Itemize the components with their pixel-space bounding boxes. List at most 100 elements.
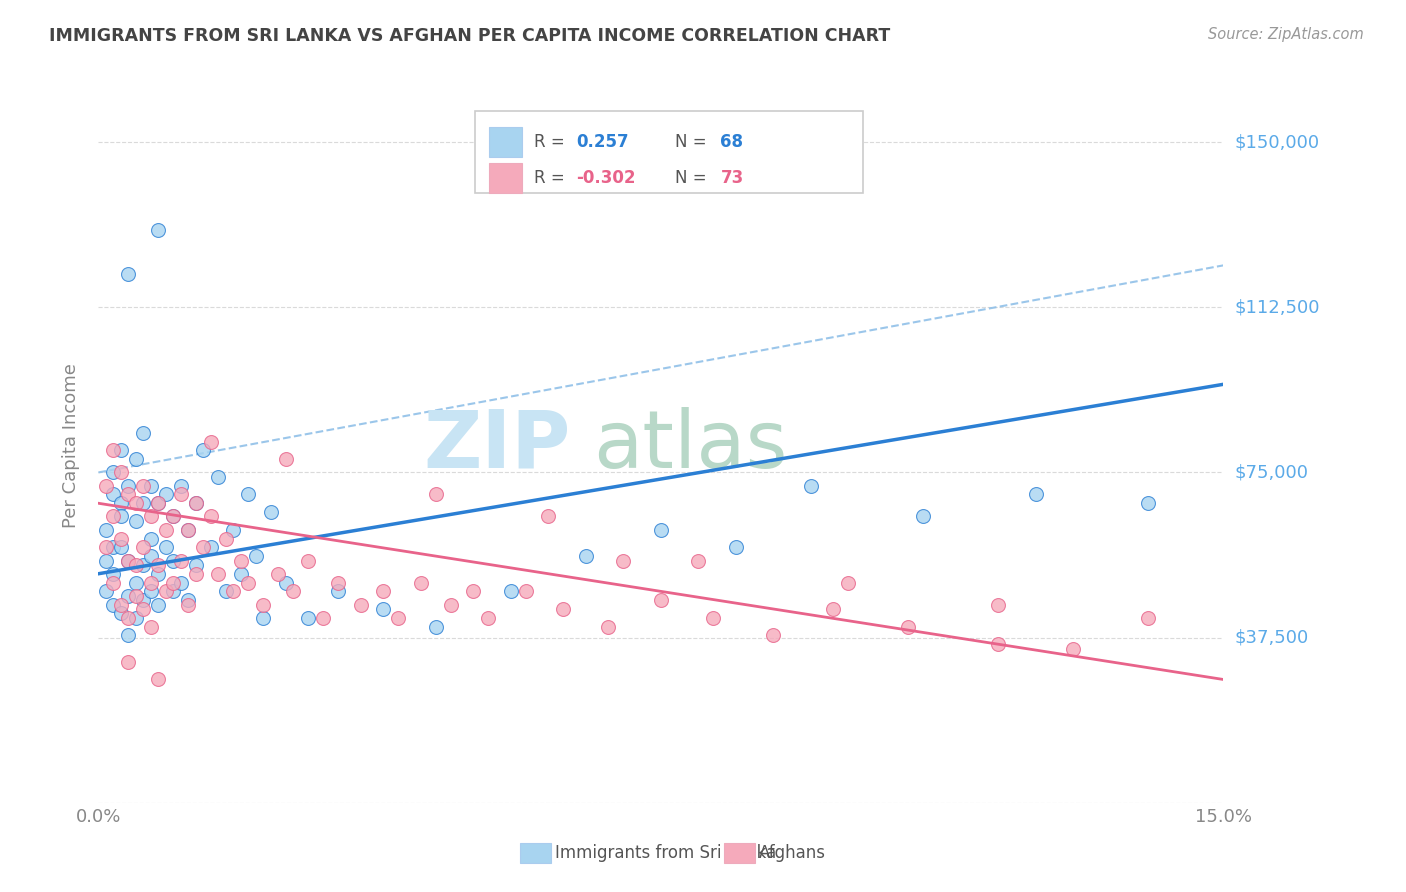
Point — [103, 541, 125, 555]
Point — [215, 584, 238, 599]
Point — [702, 611, 724, 625]
Point — [117, 589, 139, 603]
Point — [800, 478, 823, 492]
Point — [139, 509, 162, 524]
Point — [312, 611, 335, 625]
Point — [184, 496, 207, 510]
Point — [155, 541, 177, 555]
Point — [139, 584, 162, 599]
Point — [1137, 611, 1160, 625]
Point — [162, 509, 184, 524]
Text: 68: 68 — [720, 133, 744, 151]
Point — [328, 575, 350, 590]
Point — [193, 443, 215, 458]
Point — [177, 523, 200, 537]
Text: $150,000: $150,000 — [1234, 133, 1319, 151]
Point — [125, 496, 148, 510]
Point — [125, 558, 148, 572]
Point — [515, 584, 537, 599]
Point — [184, 558, 207, 572]
Point — [912, 509, 935, 524]
Point — [598, 619, 620, 633]
Text: N =: N = — [675, 133, 707, 151]
Point — [125, 611, 148, 625]
Point — [117, 628, 139, 642]
Point — [103, 575, 125, 590]
Point — [238, 487, 260, 501]
Point — [125, 452, 148, 467]
Point — [148, 496, 170, 510]
Point — [132, 593, 155, 607]
Point — [148, 673, 170, 687]
Point — [260, 505, 283, 519]
Point — [612, 553, 634, 567]
Point — [267, 566, 290, 581]
Point — [132, 541, 155, 555]
Point — [110, 496, 132, 510]
Point — [440, 598, 463, 612]
Point — [177, 523, 200, 537]
Point — [387, 611, 409, 625]
Point — [823, 602, 845, 616]
Y-axis label: Per Capita Income: Per Capita Income — [62, 364, 80, 528]
Point — [110, 541, 132, 555]
Point — [132, 478, 155, 492]
Point — [125, 575, 148, 590]
Text: -0.302: -0.302 — [576, 169, 636, 187]
Point — [94, 478, 117, 492]
Point — [229, 553, 252, 567]
Point — [117, 487, 139, 501]
Point — [245, 549, 267, 563]
Point — [184, 566, 207, 581]
Point — [328, 584, 350, 599]
Point — [193, 541, 215, 555]
Text: 0.257: 0.257 — [576, 133, 628, 151]
Point — [650, 523, 672, 537]
Point — [425, 619, 447, 633]
Point — [132, 496, 155, 510]
Text: ZIP: ZIP — [423, 407, 571, 485]
Point — [125, 589, 148, 603]
Point — [155, 487, 177, 501]
Point — [463, 584, 485, 599]
Point — [162, 575, 184, 590]
Point — [1025, 487, 1047, 501]
Point — [139, 619, 162, 633]
Point — [297, 611, 319, 625]
Point — [238, 575, 260, 590]
Point — [155, 523, 177, 537]
Point — [897, 619, 920, 633]
Point — [207, 470, 229, 484]
Text: Afghans: Afghans — [759, 844, 827, 862]
Text: Immigrants from Sri Lanka: Immigrants from Sri Lanka — [555, 844, 776, 862]
Point — [229, 566, 252, 581]
Point — [94, 584, 117, 599]
Point — [724, 541, 747, 555]
Point — [132, 425, 155, 440]
Point — [170, 478, 193, 492]
Point — [987, 637, 1010, 651]
Point — [207, 566, 229, 581]
Point — [103, 443, 125, 458]
FancyBboxPatch shape — [475, 111, 863, 193]
Point — [200, 509, 222, 524]
Point — [103, 466, 125, 480]
Point — [110, 532, 132, 546]
Point — [155, 584, 177, 599]
Point — [162, 553, 184, 567]
Point — [177, 598, 200, 612]
Point — [499, 584, 522, 599]
Point — [117, 553, 139, 567]
Text: Source: ZipAtlas.com: Source: ZipAtlas.com — [1208, 27, 1364, 42]
Point — [762, 628, 785, 642]
Point — [148, 598, 170, 612]
Point — [117, 553, 139, 567]
Point — [283, 584, 305, 599]
Point — [162, 584, 184, 599]
Point — [110, 607, 132, 621]
Point — [139, 478, 162, 492]
Point — [148, 566, 170, 581]
Point — [297, 553, 319, 567]
Point — [162, 509, 184, 524]
Point — [132, 602, 155, 616]
